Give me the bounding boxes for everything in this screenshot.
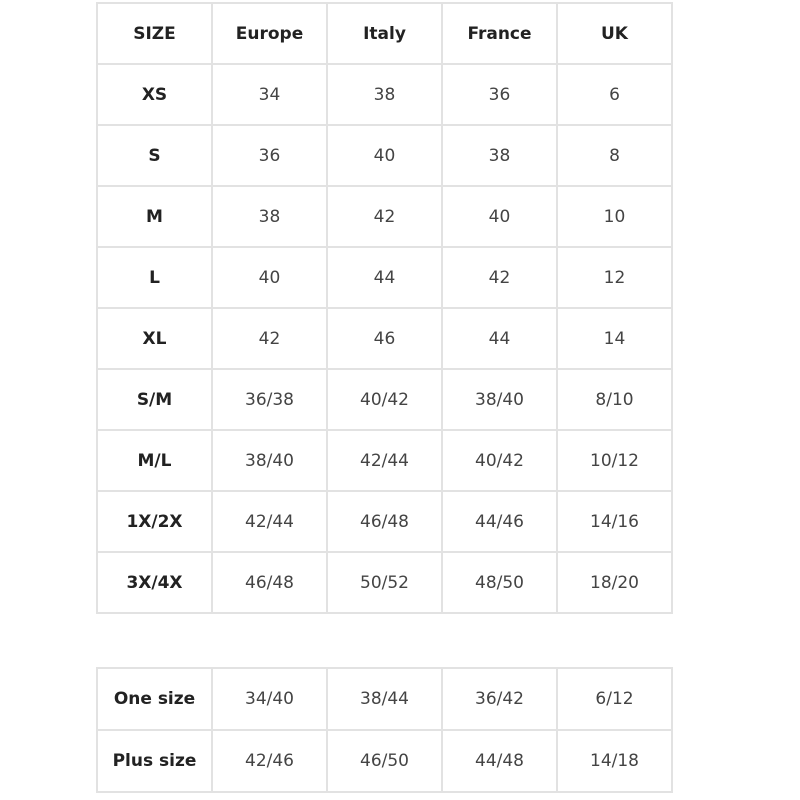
size-cell: 42 [441,246,558,309]
size-cell: 40 [441,185,558,248]
size-cell: 42/44 [326,429,443,492]
size-cell: 38 [441,124,558,187]
size-cell: 40 [326,124,443,187]
table-row: M 38 42 40 10 [96,185,673,248]
size-cell: 8/10 [556,368,673,431]
size-cell: 36/38 [211,368,328,431]
column-header: SIZE [96,2,213,65]
size-cell: 12 [556,246,673,309]
table-row: 1X/2X 42/44 46/48 44/46 14/16 [96,490,673,553]
size-cell: 6 [556,63,673,126]
table-row: 3X/4X 46/48 50/52 48/50 18/20 [96,551,673,614]
size-label: L [96,246,213,309]
size-cell: 38/44 [326,667,443,731]
size-cell: 34 [211,63,328,126]
table-row: Plus size 42/46 46/50 44/48 14/18 [96,729,673,793]
size-cell: 42/44 [211,490,328,553]
size-cell: 44 [326,246,443,309]
size-cell: 8 [556,124,673,187]
size-cell: 42 [326,185,443,248]
size-cell: 38 [211,185,328,248]
size-cell: 14/18 [556,729,673,793]
size-cell: 44 [441,307,558,370]
size-cell: 40 [211,246,328,309]
size-cell: 38/40 [441,368,558,431]
size-cell: 46 [326,307,443,370]
column-header: France [441,2,558,65]
size-label: S [96,124,213,187]
size-cell: 40/42 [441,429,558,492]
size-label: M/L [96,429,213,492]
size-cell: 42 [211,307,328,370]
table-row: M/L 38/40 42/44 40/42 10/12 [96,429,673,492]
table-row: L 40 44 42 12 [96,246,673,309]
size-cell: 14/16 [556,490,673,553]
special-size-table: One size 34/40 38/44 36/42 6/12 Plus size 42/4… [96,667,673,793]
size-cell: 36 [211,124,328,187]
column-header: Italy [326,2,443,65]
size-cell: 10 [556,185,673,248]
size-cell: 6/12 [556,667,673,731]
table-row: One size 34/40 38/44 36/42 6/12 [96,667,673,731]
column-header: UK [556,2,673,65]
size-cell: 36 [441,63,558,126]
size-cell: 44/48 [441,729,558,793]
header-row: SIZE Europe Italy France UK [96,2,673,65]
size-label: S/M [96,368,213,431]
size-chart-table: SIZE Europe Italy France UK XS 34 38 36 6 S 36 40 38 8… [96,2,673,614]
column-header: Europe [211,2,328,65]
size-cell: 46/48 [211,551,328,614]
size-label: M [96,185,213,248]
size-label: XL [96,307,213,370]
table-row: S 36 40 38 8 [96,124,673,187]
size-label: One size [96,667,213,731]
size-cell: 40/42 [326,368,443,431]
table-row: XS 34 38 36 6 [96,63,673,126]
size-cell: 36/42 [441,667,558,731]
size-cell: 44/46 [441,490,558,553]
size-label: Plus size [96,729,213,793]
size-cell: 18/20 [556,551,673,614]
size-cell: 14 [556,307,673,370]
size-cell: 48/50 [441,551,558,614]
size-cell: 50/52 [326,551,443,614]
size-cell: 34/40 [211,667,328,731]
size-cell: 38 [326,63,443,126]
size-cell: 38/40 [211,429,328,492]
table-row: S/M 36/38 40/42 38/40 8/10 [96,368,673,431]
table-row: XL 42 46 44 14 [96,307,673,370]
size-cell: 46/50 [326,729,443,793]
size-label: 1X/2X [96,490,213,553]
size-cell: 10/12 [556,429,673,492]
size-label: XS [96,63,213,126]
size-label: 3X/4X [96,551,213,614]
size-cell: 46/48 [326,490,443,553]
size-cell: 42/46 [211,729,328,793]
